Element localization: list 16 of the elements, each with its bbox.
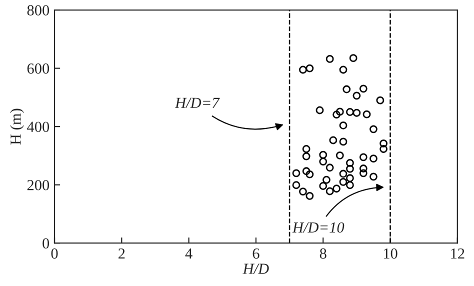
y-tick-label: 400 [27, 122, 50, 132]
y-tick-label: 600 [27, 63, 50, 74]
x-tick-label: 0 [51, 248, 58, 259]
x-tick-label: 10 [384, 248, 398, 259]
y-tick-label: 200 [27, 180, 50, 190]
annotation: H/D=10 [292, 222, 344, 233]
y-tick-label: 800 [27, 5, 50, 16]
x-tick-label: 2 [118, 248, 125, 259]
x-tick-label: 4 [185, 248, 192, 259]
x-tick-label: 6 [252, 248, 260, 259]
x-tick-label: 12 [451, 248, 464, 259]
y-axis-title: H (m) [10, 108, 24, 145]
y-tick-label: 0 [42, 238, 50, 249]
x-axis-title: H/D [242, 264, 269, 274]
annotation: H/D=7 [174, 98, 220, 108]
x-tick-label: 8 [320, 248, 326, 259]
